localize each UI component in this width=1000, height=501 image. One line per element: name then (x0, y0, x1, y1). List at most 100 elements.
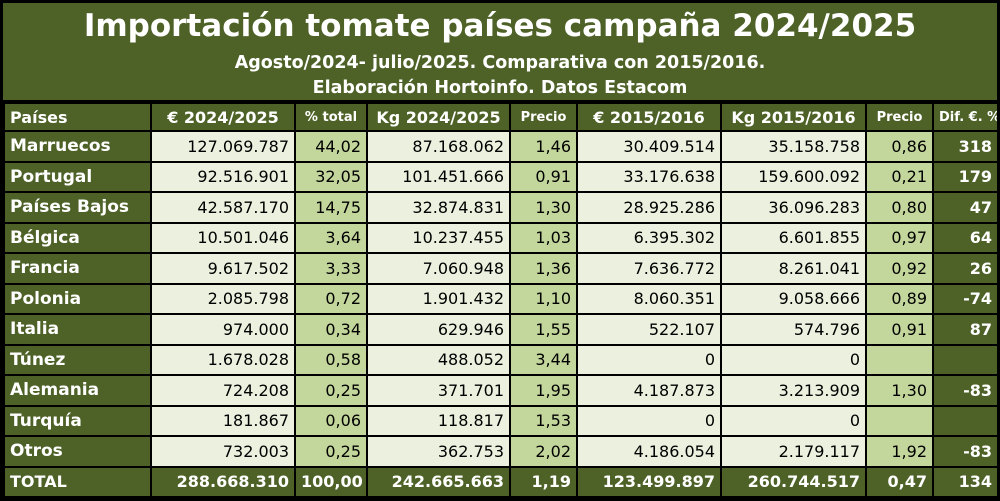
value-cell: 0,06 (296, 406, 366, 435)
value-cell: 28.925.286 (578, 193, 720, 222)
value-cell: 26 (934, 254, 997, 283)
value-cell: 42.587.170 (152, 193, 294, 222)
value-cell: 2,02 (511, 437, 576, 466)
column-header: Países (5, 104, 150, 130)
column-header: Precio (867, 104, 932, 130)
country-cell: Francia (5, 254, 150, 283)
value-cell: 0,72 (296, 284, 366, 313)
value-cell: 3,44 (511, 345, 576, 374)
value-cell: 9.617.502 (152, 254, 294, 283)
value-cell: 3.213.909 (722, 376, 865, 405)
value-cell: 0 (578, 345, 720, 374)
chart-subtitle-source: Elaboración Hortoinfo. Datos Estacom (312, 78, 688, 98)
value-cell: 1,30 (867, 376, 932, 405)
total-label-cell: TOTAL (5, 467, 150, 496)
value-cell: 0,97 (867, 223, 932, 252)
value-cell: 6.395.302 (578, 223, 720, 252)
value-cell: 2.179.117 (722, 437, 865, 466)
value-cell: 0,91 (867, 315, 932, 344)
value-cell: 87.168.062 (368, 132, 509, 161)
value-cell: 629.946 (368, 315, 509, 344)
value-cell: 0 (722, 406, 865, 435)
table-row: Francia 9.617.502 3,33 7.060.948 1,36 7.636.7… (5, 254, 997, 283)
value-cell: 0,89 (867, 284, 932, 313)
value-cell: 574.796 (722, 315, 865, 344)
value-cell: 0,92 (867, 254, 932, 283)
value-cell: 488.052 (368, 345, 509, 374)
table-row: Países Bajos 42.587.170 14,75 32.874.831 1,3… (5, 193, 997, 222)
table-row: Otros 732.003 0,25 362.753 2,02 4.186.054 2.17… (5, 437, 997, 466)
country-cell: Países Bajos (5, 193, 150, 222)
table-header-row: Países € 2024/2025 % total Kg 2024/2025 … (5, 104, 997, 130)
table-row: Marruecos 127.069.787 44,02 87.168.062 1,46 3… (5, 132, 997, 161)
value-cell: 0 (578, 406, 720, 435)
title-panel: Importación tomate países campaña 2024/2… (3, 3, 997, 100)
column-header: Kg 2015/2016 (722, 104, 865, 130)
column-header: € 2015/2016 (578, 104, 720, 130)
value-cell: 64 (934, 223, 997, 252)
value-cell: 179 (934, 162, 997, 191)
value-cell: 1.678.028 (152, 345, 294, 374)
table-body: Marruecos 127.069.787 44,02 87.168.062 1,46 3… (5, 132, 997, 496)
table-row: Bélgica 10.501.046 3,64 10.237.455 1,03 6.395… (5, 223, 997, 252)
value-cell: 318 (934, 132, 997, 161)
table-row: Polonia 2.085.798 0,72 1.901.432 1,10 8.060.3… (5, 284, 997, 313)
value-cell: 0,25 (296, 376, 366, 405)
value-cell: 371.701 (368, 376, 509, 405)
country-cell: Turquía (5, 406, 150, 435)
column-header: Precio (511, 104, 576, 130)
value-cell: 0,25 (296, 437, 366, 466)
value-cell: 9.058.666 (722, 284, 865, 313)
table-row: Portugal 92.516.901 32,05 101.451.666 0,91 33… (5, 162, 997, 191)
value-cell (867, 406, 932, 435)
column-header: Kg 2024/2025 (368, 104, 509, 130)
value-cell: 362.753 (368, 437, 509, 466)
value-cell: 0 (722, 345, 865, 374)
total-value-cell: 134 (934, 467, 997, 496)
value-cell: 44,02 (296, 132, 366, 161)
value-cell: 3,64 (296, 223, 366, 252)
value-cell: 33.176.638 (578, 162, 720, 191)
total-value-cell: 242.665.663 (368, 467, 509, 496)
total-row: TOTAL 288.668.310 100,00 242.665.663 1,19 123… (5, 467, 997, 496)
value-cell: 1,03 (511, 223, 576, 252)
column-header: % total (296, 104, 366, 130)
value-cell: 0,80 (867, 193, 932, 222)
value-cell (934, 345, 997, 374)
value-cell: 47 (934, 193, 997, 222)
country-cell: Alemania (5, 376, 150, 405)
total-value-cell: 100,00 (296, 467, 366, 496)
total-value-cell: 260.744.517 (722, 467, 865, 496)
value-cell: 0,21 (867, 162, 932, 191)
value-cell: 1,92 (867, 437, 932, 466)
value-cell: 92.516.901 (152, 162, 294, 191)
value-cell: 10.237.455 (368, 223, 509, 252)
value-cell: 1,30 (511, 193, 576, 222)
value-cell: 118.817 (368, 406, 509, 435)
country-cell: Bélgica (5, 223, 150, 252)
value-cell: 32.874.831 (368, 193, 509, 222)
value-cell: 3,33 (296, 254, 366, 283)
value-cell: 35.158.758 (722, 132, 865, 161)
value-cell: 1,10 (511, 284, 576, 313)
value-cell: 2.085.798 (152, 284, 294, 313)
total-value-cell: 0,47 (867, 467, 932, 496)
country-cell: Otros (5, 437, 150, 466)
value-cell: -74 (934, 284, 997, 313)
value-cell: 6.601.855 (722, 223, 865, 252)
value-cell: 36.096.283 (722, 193, 865, 222)
value-cell: 1,53 (511, 406, 576, 435)
value-cell: -83 (934, 376, 997, 405)
value-cell: 0,34 (296, 315, 366, 344)
value-cell: 1,36 (511, 254, 576, 283)
chart-title: Importación tomate países campaña 2024/2… (83, 8, 917, 44)
table-row: Turquía 181.867 0,06 118.817 1,53 0 0 (5, 406, 997, 435)
value-cell: 1,46 (511, 132, 576, 161)
column-header: Dif. €. % (934, 104, 997, 130)
table-row: Alemania 724.208 0,25 371.701 1,95 4.187.873 3… (5, 376, 997, 405)
value-cell: 8.261.041 (722, 254, 865, 283)
value-cell: 87 (934, 315, 997, 344)
country-cell: Túnez (5, 345, 150, 374)
total-value-cell: 1,19 (511, 467, 576, 496)
value-cell: 1,55 (511, 315, 576, 344)
